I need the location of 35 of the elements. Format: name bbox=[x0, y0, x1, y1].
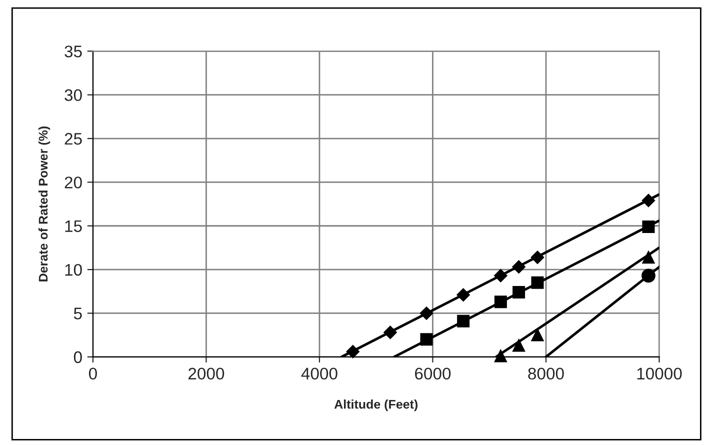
point bbox=[346, 345, 360, 358]
point bbox=[494, 296, 507, 308]
point bbox=[642, 251, 655, 264]
point bbox=[384, 326, 397, 340]
y-tick-label: 35 bbox=[64, 46, 82, 58]
point bbox=[512, 339, 526, 352]
x-tick-label: 10000 bbox=[637, 368, 682, 380]
y-tick-label: 10 bbox=[65, 264, 82, 276]
point bbox=[531, 276, 544, 289]
point bbox=[531, 328, 544, 342]
point bbox=[530, 250, 544, 264]
y-tick-label: 5 bbox=[74, 308, 82, 320]
y-tick-label: 15 bbox=[65, 220, 82, 232]
x-tick-label: 8000 bbox=[528, 368, 564, 380]
x-axis-title: Altitude (Feet) bbox=[334, 400, 418, 412]
point bbox=[512, 286, 526, 299]
x-tick-label: 6000 bbox=[415, 368, 451, 380]
x-tick-label: 0 bbox=[88, 368, 97, 380]
point bbox=[642, 268, 656, 283]
point bbox=[512, 260, 526, 274]
point bbox=[420, 306, 434, 320]
point bbox=[494, 269, 508, 282]
point bbox=[420, 333, 433, 346]
y-tick-label: 25 bbox=[64, 132, 82, 145]
y-tick-label: 0 bbox=[74, 351, 82, 364]
y-axis-title: Derate of Rated Power (%) bbox=[38, 126, 50, 282]
y-tick-label: 30 bbox=[64, 89, 82, 102]
point bbox=[494, 350, 507, 362]
y-tick-label: 20 bbox=[64, 176, 82, 188]
x-tick-label: 2000 bbox=[188, 368, 224, 380]
point bbox=[456, 288, 470, 302]
point bbox=[642, 194, 656, 208]
point bbox=[642, 220, 655, 233]
point bbox=[457, 314, 470, 328]
x-tick-label: 4000 bbox=[301, 368, 338, 380]
